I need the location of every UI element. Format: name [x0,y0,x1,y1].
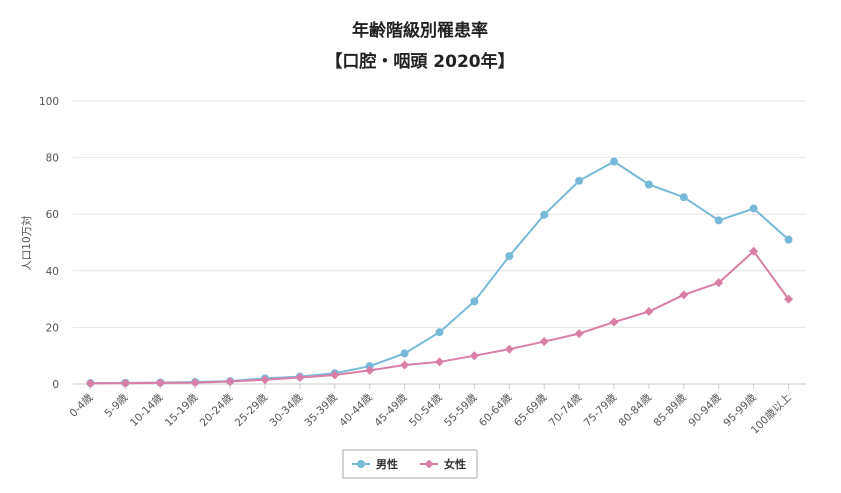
data-point[interactable] [225,376,235,386]
data-point[interactable] [540,210,549,219]
data-point[interactable] [679,290,689,300]
x-tick-label: 65-69歳 [512,391,550,429]
data-point[interactable] [85,378,95,388]
x-tick-label: 25-29歳 [233,391,271,429]
chart-title: 年齢階級別罹患率 [352,20,488,41]
data-point[interactable] [190,378,200,388]
y-tick-label: 0 [52,379,59,391]
x-tick-label: 10-14歳 [128,391,166,429]
x-tick-label: 0-4歳 [68,391,96,419]
x-tick-label: 85-89歳 [651,391,689,429]
data-point[interactable] [714,278,724,288]
data-point[interactable] [260,375,270,385]
legend[interactable]: 男性 女性 [342,449,478,479]
y-tick-label: 100 [39,96,59,108]
data-point[interactable] [749,204,758,213]
x-tick-label: 80-84歳 [617,391,655,429]
data-point[interactable] [575,176,584,185]
data-point[interactable] [470,297,479,306]
data-point[interactable] [574,329,584,339]
data-point[interactable] [295,372,305,382]
y-axis-ticks: 0 20 40 60 80 100 [39,96,59,391]
data-point[interactable] [504,344,514,354]
data-point[interactable] [610,157,619,166]
data-point[interactable] [749,246,759,256]
x-tick-label: 15-19歳 [163,391,201,429]
x-tick-label: 70-74歳 [547,391,585,429]
grid-lines [73,100,806,385]
chart-subtitle: 【口腔・咽頭 2020年】 [325,51,514,72]
data-point[interactable] [330,370,340,380]
y-tick-label: 60 [46,209,59,221]
data-point[interactable] [539,337,549,347]
x-tick-label: 45-49歳 [372,391,410,429]
legend-item-label[interactable]: 男性 [376,457,398,471]
x-tick-label: 90-94歳 [686,391,724,429]
data-point[interactable] [714,216,723,225]
data-point[interactable] [120,378,130,388]
legend-box [342,449,478,479]
series-group [85,157,794,388]
data-point[interactable] [784,294,794,304]
data-point[interactable] [505,252,514,261]
data-point[interactable] [400,360,410,370]
data-point[interactable] [679,193,688,202]
data-point[interactable] [784,235,793,244]
x-tick-label: 60-64歳 [477,391,515,429]
data-point[interactable] [644,307,654,317]
data-point[interactable] [155,378,165,388]
x-tick-label: 30-34歳 [268,391,306,429]
y-tick-label: 40 [46,266,59,278]
x-tick-label: 35-39歳 [302,391,340,429]
y-tick-label: 80 [46,153,59,165]
data-point[interactable] [435,328,444,337]
x-tick-label: 55-59歳 [442,391,480,429]
legend-marker [357,460,365,468]
legend-marker [424,459,434,469]
x-axis-ticks: 0-4歳 5-9歳10-14歳15-19歳20-24歳25-29歳30-34歳35… [68,384,794,437]
x-tick-label: 50-54歳 [407,391,445,429]
x-tick-label: 5-9歳 [102,391,130,419]
x-tick-label: 20-24歳 [198,391,236,429]
x-tick-label: 75-79歳 [582,391,620,429]
y-tick-label: 20 [46,322,59,334]
x-tick-label: 40-44歳 [337,391,375,429]
data-point[interactable] [435,357,444,367]
legend-item-label[interactable]: 女性 [444,457,466,471]
data-point[interactable] [644,180,653,189]
y-axis-label: 人口10万対 [20,215,33,271]
data-point[interactable] [609,317,619,327]
data-point[interactable] [365,365,375,375]
data-point[interactable] [469,351,479,361]
data-point[interactable] [400,349,409,358]
